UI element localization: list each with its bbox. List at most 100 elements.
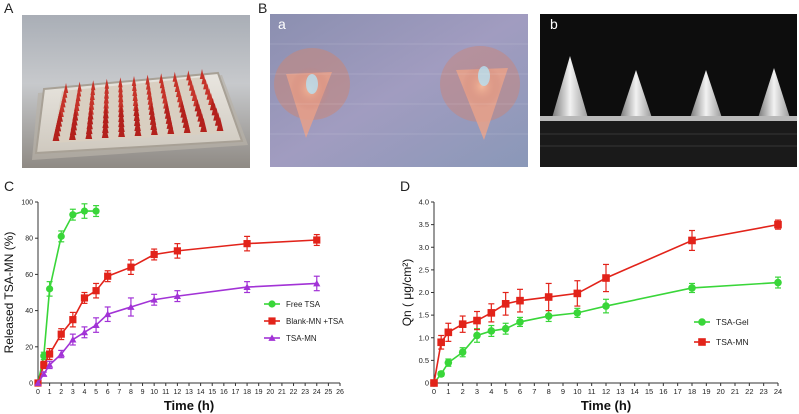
data-point [501, 324, 510, 333]
x-tick-label: 24 [313, 389, 321, 396]
data-point [80, 328, 89, 336]
needle [104, 83, 109, 94]
data-point [544, 312, 553, 320]
data-point [57, 330, 65, 338]
panel-label-a: A [4, 0, 14, 16]
data-point [127, 263, 135, 271]
subpanel-label-a: a [278, 16, 286, 32]
x-tick-label: 24 [774, 387, 782, 396]
x-tick-label: 4 [83, 389, 87, 396]
needle [118, 77, 123, 88]
data-point [173, 292, 181, 299]
data-point [430, 379, 438, 387]
data-point [40, 352, 48, 360]
x-tick-label: 1 [446, 387, 450, 396]
y-tick-label: 4.0 [419, 198, 429, 207]
x-tick-label: 8 [547, 387, 551, 396]
x-tick-label: 6 [518, 387, 522, 396]
x-tick-label: 7 [117, 389, 121, 396]
series-free-tsa [34, 203, 100, 387]
needle [85, 125, 93, 139]
data-point [69, 335, 77, 343]
data-point [516, 318, 524, 326]
x-axis-label: Time (h) [164, 398, 214, 413]
x-tick-label: 14 [197, 389, 205, 396]
data-point [444, 358, 453, 367]
x-tick-label: 26 [336, 389, 344, 396]
data-point [544, 293, 553, 301]
photo-microneedle-patch [22, 15, 250, 168]
x-tick-label: 13 [185, 389, 193, 396]
x-tick-label: 21 [731, 387, 739, 396]
y-tick-label: 40 [25, 308, 33, 315]
x-tick-label: 20 [266, 389, 274, 396]
data-point [268, 300, 276, 308]
x-tick-label: 7 [532, 387, 536, 396]
x-tick-label: 15 [645, 387, 653, 396]
needle [199, 69, 205, 79]
panel-label-c: C [4, 178, 15, 194]
legend-label: Free TSA [286, 300, 321, 309]
subpanel-label-b: b [550, 16, 558, 32]
data-point [573, 309, 582, 317]
x-tick-label: 12 [602, 387, 610, 396]
x-tick-label: 18 [243, 389, 251, 396]
data-point [104, 272, 112, 280]
y-tick-label: 0 [425, 379, 429, 388]
x-tick-label: 8 [129, 389, 133, 396]
x-tick-label: 11 [162, 389, 169, 396]
legend-label: TSA-MN [286, 334, 317, 343]
x-tick-label: 1 [48, 389, 52, 396]
needle [134, 122, 142, 136]
data-point [688, 284, 696, 292]
x-axis-label: Time (h) [581, 398, 631, 413]
x-tick-label: 10 [573, 387, 581, 396]
data-point [46, 361, 54, 368]
data-point [69, 211, 77, 219]
panel-label-d: D [400, 178, 411, 194]
x-tick-label: 0 [36, 389, 40, 396]
photo-needle-sem: b [540, 14, 797, 167]
data-point [268, 317, 276, 325]
data-point [57, 232, 65, 240]
x-tick-label: 0 [432, 387, 436, 396]
x-tick-label: 22 [745, 387, 753, 396]
data-point [92, 207, 100, 215]
data-point [487, 327, 496, 335]
y-tick-label: 1.0 [419, 333, 429, 342]
x-tick-label: 20 [716, 387, 724, 396]
x-tick-label: 19 [702, 387, 710, 396]
y-tick-label: 2.0 [419, 288, 429, 297]
y-tick-label: 60 [25, 272, 33, 279]
x-tick-label: 10 [150, 389, 158, 396]
x-tick-label: 14 [630, 387, 638, 396]
data-point [40, 370, 48, 377]
y-axis-label: Released TSA-MN (%) [2, 232, 16, 354]
data-point [516, 296, 524, 305]
needle [52, 127, 60, 141]
legend-label: TSA-Gel [716, 317, 749, 327]
x-tick-label: 17 [232, 389, 240, 396]
series-tsa-mn [34, 275, 321, 386]
series-tsa-gel [430, 276, 782, 387]
data-point [150, 250, 158, 259]
data-point [698, 318, 706, 326]
data-point [104, 310, 112, 318]
needle [183, 119, 191, 133]
x-tick-label: 22 [290, 389, 298, 396]
needle [131, 76, 137, 86]
y-tick-label: 3.0 [419, 243, 429, 252]
data-point [150, 296, 158, 303]
data-point [40, 361, 48, 369]
x-tick-label: 17 [673, 387, 681, 396]
legend: TSA-Gel TSA-MN [694, 317, 749, 347]
x-tick-label: 16 [220, 389, 228, 396]
data-point [473, 316, 481, 325]
data-point [602, 302, 610, 310]
data-point [688, 236, 696, 245]
x-tick-label: 21 [278, 389, 286, 396]
x-tick-label: 16 [659, 387, 667, 396]
needle [132, 89, 138, 101]
y-axis-label: Qn ( μg/cm²) [400, 259, 414, 327]
y-tick-label: 2.5 [419, 265, 429, 274]
